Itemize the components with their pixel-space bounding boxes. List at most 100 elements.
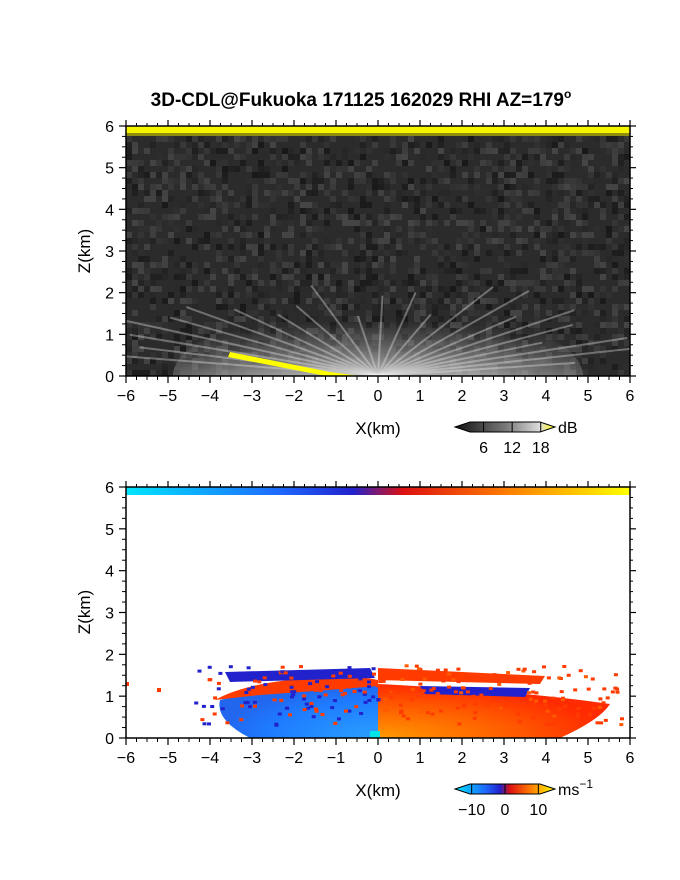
- noise-cell: [558, 286, 564, 292]
- noise-cell: [156, 136, 162, 142]
- noise-cell: [486, 310, 492, 316]
- noise-cell: [192, 196, 198, 202]
- noise-cell: [582, 346, 588, 352]
- noise-cell: [126, 208, 132, 214]
- noise-cell: [474, 274, 480, 280]
- noise-cell: [606, 136, 612, 142]
- noise-cell: [444, 244, 450, 250]
- noise-cell: [570, 340, 576, 346]
- velocity-speckle: [471, 694, 476, 698]
- noise-cell: [438, 190, 444, 196]
- noise-cell: [600, 142, 606, 148]
- noise-cell: [234, 142, 240, 148]
- noise-cell: [318, 292, 324, 298]
- noise-cell: [576, 250, 582, 256]
- velocity-speckle: [257, 680, 262, 684]
- noise-cell: [204, 238, 210, 244]
- noise-cell: [324, 154, 330, 160]
- noise-cell: [606, 190, 612, 196]
- noise-cell: [510, 178, 516, 184]
- noise-cell: [246, 172, 252, 178]
- noise-cell: [480, 286, 486, 292]
- noise-cell: [624, 178, 630, 184]
- noise-cell: [402, 250, 408, 256]
- noise-cell: [534, 310, 540, 316]
- noise-cell: [264, 166, 270, 172]
- noise-cell: [366, 286, 372, 292]
- noise-cell: [354, 172, 360, 178]
- noise-cell: [354, 226, 360, 232]
- noise-cell: [570, 304, 576, 310]
- noise-cell: [384, 226, 390, 232]
- velocity-xtick-label: −6: [117, 750, 135, 767]
- noise-cell: [354, 268, 360, 274]
- noise-cell: [444, 166, 450, 172]
- noise-cell: [612, 334, 618, 340]
- noise-cell: [336, 202, 342, 208]
- noise-cell: [564, 232, 570, 238]
- noise-cell: [534, 322, 540, 328]
- noise-cell: [348, 220, 354, 226]
- noise-cell: [330, 154, 336, 160]
- noise-cell: [384, 154, 390, 160]
- noise-cell: [420, 292, 426, 298]
- noise-cell: [624, 244, 630, 250]
- noise-cell: [138, 346, 144, 352]
- noise-cell: [570, 232, 576, 238]
- noise-cell: [258, 256, 264, 262]
- noise-cell: [414, 148, 420, 154]
- noise-cell: [258, 238, 264, 244]
- velocity-upper-blue: [225, 668, 375, 682]
- noise-cell: [534, 268, 540, 274]
- noise-cell: [246, 202, 252, 208]
- noise-cell: [540, 238, 546, 244]
- noise-cell: [438, 148, 444, 154]
- velocity-speckle: [552, 714, 557, 718]
- noise-cell: [198, 136, 204, 142]
- velocity-speckle: [332, 699, 337, 703]
- noise-cell: [564, 154, 570, 160]
- bright-ray: [129, 333, 379, 376]
- noise-cell: [252, 184, 258, 190]
- noise-cell: [330, 208, 336, 214]
- noise-cell: [414, 298, 420, 304]
- noise-cell: [306, 202, 312, 208]
- noise-cell: [624, 328, 630, 334]
- noise-cell: [624, 148, 630, 154]
- noise-cell: [216, 322, 222, 328]
- noise-cell: [486, 178, 492, 184]
- noise-cell: [468, 304, 474, 310]
- velocity-speckle: [472, 716, 477, 720]
- noise-cell: [204, 232, 210, 238]
- noise-cell: [330, 166, 336, 172]
- noise-cell: [570, 154, 576, 160]
- noise-cell: [534, 154, 540, 160]
- velocity-xtick-label: −3: [243, 750, 261, 767]
- noise-cell: [612, 244, 618, 250]
- noise-cell: [246, 274, 252, 280]
- noise-cell: [372, 190, 378, 196]
- noise-cell: [588, 184, 594, 190]
- noise-cell: [576, 208, 582, 214]
- noise-cell: [552, 274, 558, 280]
- noise-cell: [252, 136, 258, 142]
- velocity-speckle: [243, 701, 248, 705]
- noise-cell: [432, 160, 438, 166]
- noise-cell: [420, 244, 426, 250]
- noise-cell: [558, 262, 564, 268]
- noise-cell: [288, 280, 294, 286]
- velocity-speckle: [239, 718, 244, 722]
- noise-cell: [612, 184, 618, 190]
- noise-cell: [336, 268, 342, 274]
- noise-cell: [162, 190, 168, 196]
- noise-cell: [288, 262, 294, 268]
- velocity-speckle: [295, 682, 299, 686]
- velocity-speckle: [389, 690, 394, 693]
- noise-cell: [174, 352, 180, 358]
- noise-cell: [282, 190, 288, 196]
- velocity-speckle: [207, 722, 211, 726]
- noise-cell: [348, 292, 354, 298]
- velocity-speckle: [262, 676, 267, 680]
- noise-cell: [348, 250, 354, 256]
- noise-cell: [132, 370, 138, 376]
